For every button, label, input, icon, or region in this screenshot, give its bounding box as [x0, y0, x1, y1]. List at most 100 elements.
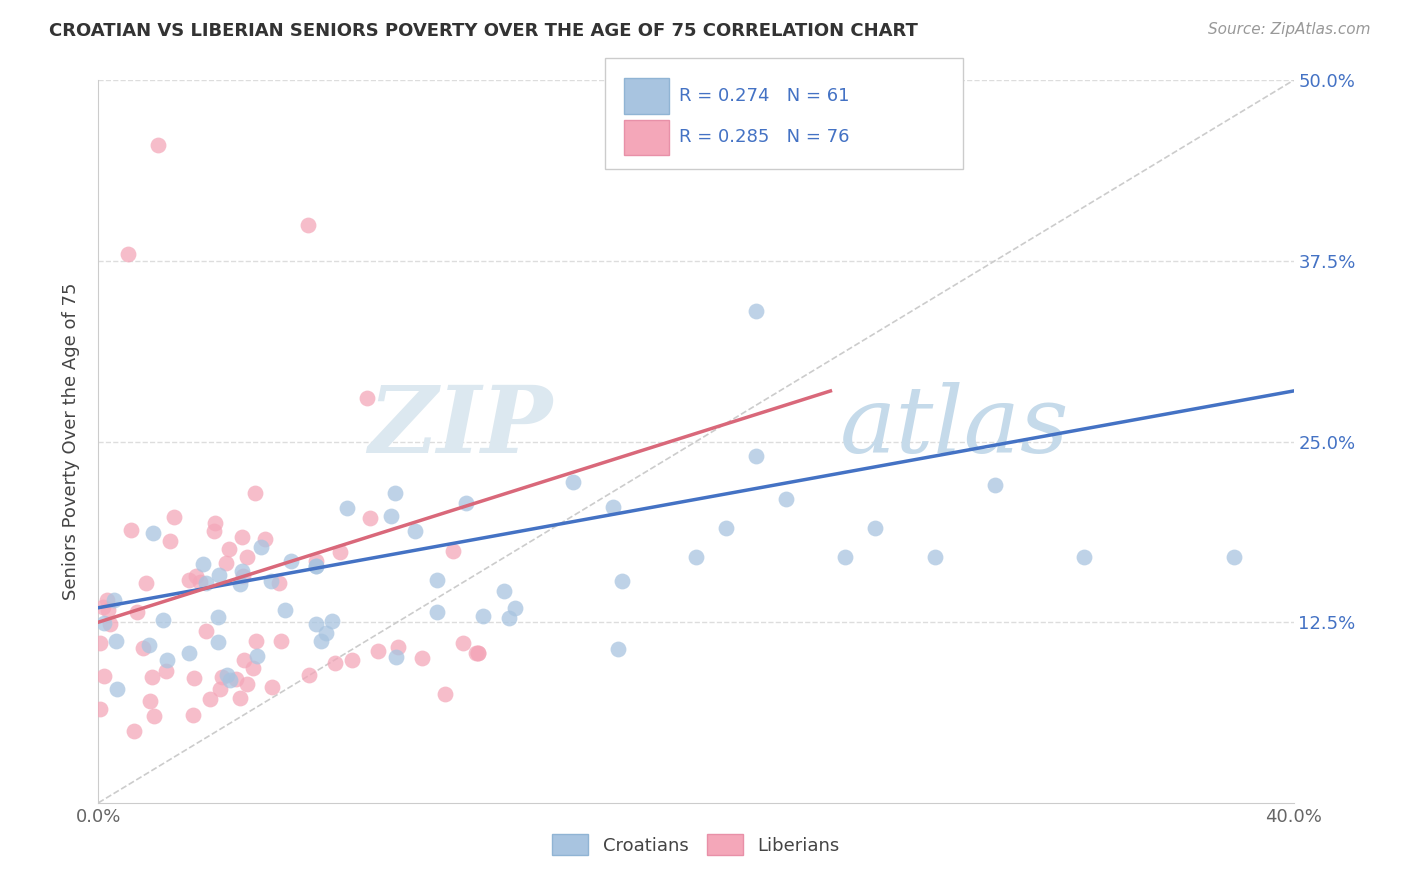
Point	[120, 523, 142, 537]
Point	[207, 567, 229, 582]
Point	[602, 500, 624, 515]
Point	[152, 613, 174, 627]
Point	[745, 304, 768, 318]
Point	[714, 521, 737, 535]
Point	[356, 391, 378, 405]
Text: R = 0.285   N = 76: R = 0.285 N = 76	[679, 128, 849, 146]
Point	[434, 687, 457, 701]
Point	[467, 646, 489, 660]
Point	[561, 475, 583, 489]
Point	[215, 556, 238, 570]
Point	[156, 653, 179, 667]
Point	[245, 634, 267, 648]
Point	[1223, 550, 1246, 565]
Point	[359, 511, 381, 525]
Point	[122, 723, 145, 738]
Point	[186, 569, 208, 583]
Point	[195, 624, 218, 639]
Y-axis label: Seniors Poverty Over the Age of 75: Seniors Poverty Over the Age of 75	[62, 283, 80, 600]
Point	[325, 656, 347, 670]
Point	[89, 702, 111, 716]
Point	[340, 652, 363, 666]
Point	[380, 508, 402, 523]
Text: Source: ZipAtlas.com: Source: ZipAtlas.com	[1208, 22, 1371, 37]
Point	[202, 524, 225, 539]
Point	[305, 559, 328, 574]
Point	[865, 521, 887, 535]
Point	[467, 646, 489, 660]
Point	[426, 573, 449, 587]
Point	[155, 664, 177, 678]
Point	[984, 478, 1007, 492]
Point	[97, 603, 120, 617]
Text: R = 0.274   N = 61: R = 0.274 N = 61	[679, 87, 849, 105]
Point	[267, 576, 290, 591]
Point	[93, 669, 115, 683]
Point	[262, 680, 284, 694]
Point	[464, 646, 486, 660]
Point	[606, 642, 628, 657]
Point	[132, 641, 155, 656]
Point	[235, 677, 257, 691]
Point	[834, 550, 856, 565]
Point	[138, 638, 160, 652]
Point	[96, 592, 118, 607]
Point	[405, 524, 427, 538]
Point	[208, 682, 231, 697]
Point	[280, 553, 302, 567]
Point	[217, 667, 239, 681]
Point	[305, 559, 328, 574]
Point	[225, 672, 247, 686]
Point	[179, 573, 201, 587]
Point	[232, 569, 254, 583]
Point	[236, 549, 259, 564]
Point	[745, 449, 768, 463]
Point	[232, 653, 254, 667]
Point	[103, 593, 125, 607]
Point	[163, 510, 186, 524]
Point	[218, 673, 240, 687]
Point	[411, 650, 433, 665]
Point	[367, 644, 389, 658]
Point	[661, 99, 683, 113]
Point	[245, 648, 267, 663]
Point	[260, 574, 283, 588]
Point	[183, 671, 205, 685]
Point	[207, 635, 229, 649]
Point	[91, 600, 114, 615]
Point	[242, 661, 264, 675]
Point	[98, 617, 121, 632]
Point	[159, 533, 181, 548]
Point	[775, 492, 797, 507]
Point	[492, 584, 515, 599]
Point	[181, 707, 204, 722]
Point	[218, 541, 240, 556]
Point	[204, 516, 226, 531]
Point	[309, 634, 332, 648]
Point	[198, 692, 221, 706]
Legend: Croatians, Liberians: Croatians, Liberians	[546, 827, 846, 863]
Point	[298, 667, 321, 681]
Text: ZIP: ZIP	[368, 382, 553, 472]
Point	[188, 574, 211, 589]
Point	[231, 564, 253, 578]
Point	[117, 246, 139, 260]
Point	[274, 603, 297, 617]
Point	[249, 540, 271, 554]
Point	[243, 486, 266, 500]
Point	[148, 138, 170, 153]
Point	[297, 218, 319, 232]
Point	[141, 670, 163, 684]
Point	[229, 690, 252, 705]
Point	[254, 532, 277, 546]
Point	[706, 102, 728, 116]
Point	[503, 600, 526, 615]
Point	[453, 636, 475, 650]
Point	[305, 554, 328, 568]
Point	[105, 682, 128, 697]
Point	[270, 634, 292, 648]
Point	[454, 496, 477, 510]
Point	[193, 558, 215, 572]
Point	[385, 649, 408, 664]
Point	[426, 605, 449, 619]
